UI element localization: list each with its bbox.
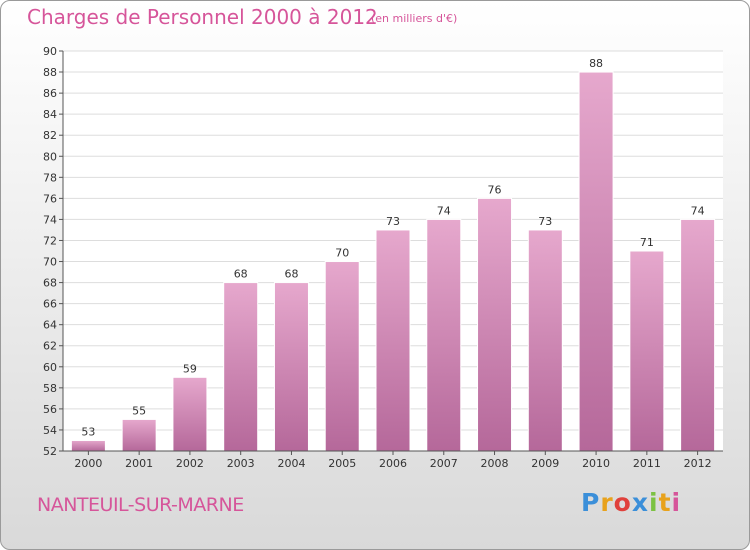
y-tick-label: 64: [43, 319, 57, 332]
bar: [426, 218, 462, 452]
x-tick-label: 2003: [227, 457, 255, 470]
y-tick-labels: 52 54 56 58 60 62 64 66 68 70 72 74 76 78 80 82 84 86 88 90: [43, 45, 57, 458]
value-labels: 53 55 59 68 68 70 73 74 76 73 88 71 74: [81, 57, 704, 438]
value-label: 73: [538, 215, 552, 228]
value-label: 73: [386, 215, 400, 228]
x-tick-label: 2002: [176, 457, 204, 470]
value-label: 55: [132, 404, 146, 417]
value-label: 74: [691, 204, 705, 217]
y-tick-label: 62: [43, 340, 57, 353]
bar: [477, 197, 513, 452]
y-tick-label: 72: [43, 234, 57, 247]
y-tick-label: 86: [43, 87, 57, 100]
x-tick-label: 2007: [430, 457, 458, 470]
logo-letter: r: [600, 488, 614, 517]
y-tick-label: 74: [43, 213, 57, 226]
y-tick-label: 58: [43, 382, 57, 395]
value-label: 53: [81, 425, 95, 438]
x-tick-label: 2012: [684, 457, 712, 470]
logo-letter: P: [581, 488, 601, 517]
value-label: 76: [488, 183, 502, 196]
bar: [121, 418, 157, 452]
y-tick-label: 52: [43, 445, 57, 458]
logo-letter: x: [631, 488, 649, 517]
logo-letter: i: [649, 488, 659, 517]
logo-letter: i: [671, 488, 682, 517]
logo-letter: o: [613, 488, 632, 517]
y-tick-label: 78: [43, 171, 57, 184]
y-tick-label: 84: [43, 108, 57, 121]
x-tick-label: 2006: [379, 457, 407, 470]
chart-title: Charges de Personnel 2000 à 2012: [27, 5, 378, 29]
x-tick-label: 2008: [481, 457, 509, 470]
y-tick-label: 80: [43, 150, 57, 163]
value-label: 71: [640, 236, 654, 249]
y-tick-label: 56: [43, 403, 57, 416]
x-tick-label: 2009: [531, 457, 559, 470]
value-label: 68: [234, 268, 248, 281]
bar: [324, 261, 360, 452]
y-tick-label: 70: [43, 256, 57, 269]
y-tick-label: 60: [43, 361, 57, 374]
proxiti-logo: Proxiti: [581, 488, 681, 517]
x-tick-labels: 2000 2001 2002 2003 2004 2005 2006 2007 2008 2009…: [74, 457, 711, 470]
bar: [375, 229, 411, 452]
bar: [223, 282, 259, 452]
x-tick-label: 2001: [125, 457, 153, 470]
x-tick-label: 2010: [582, 457, 610, 470]
bar: [527, 229, 563, 452]
bar: [70, 439, 106, 452]
y-tick-label: 76: [43, 192, 57, 205]
axes: [59, 50, 723, 455]
bars: [70, 71, 716, 452]
x-tick-label: 2011: [633, 457, 661, 470]
value-label: 68: [284, 268, 298, 281]
x-tick-label: 2005: [328, 457, 356, 470]
value-label: 70: [335, 247, 349, 260]
y-tick-label: 90: [43, 45, 57, 58]
value-label: 88: [589, 57, 603, 70]
y-tick-label: 88: [43, 66, 57, 79]
logo-letter: t: [658, 488, 672, 517]
bar: [629, 250, 665, 452]
x-tick-label: 2004: [277, 457, 305, 470]
y-tick-label: 54: [43, 424, 57, 437]
x-tick-label: 2000: [74, 457, 102, 470]
chart-subtitle: (en milliers d'€): [371, 12, 458, 25]
bar: [680, 218, 716, 452]
y-tick-label: 66: [43, 298, 57, 311]
value-label: 74: [437, 204, 451, 217]
bar: [578, 71, 614, 452]
value-label: 59: [183, 362, 197, 375]
commune-name: NANTEUIL-SUR-MARNE: [37, 494, 244, 516]
bar: [273, 282, 309, 452]
y-tick-label: 82: [43, 129, 57, 142]
bar: [172, 376, 208, 452]
y-tick-label: 68: [43, 277, 57, 290]
